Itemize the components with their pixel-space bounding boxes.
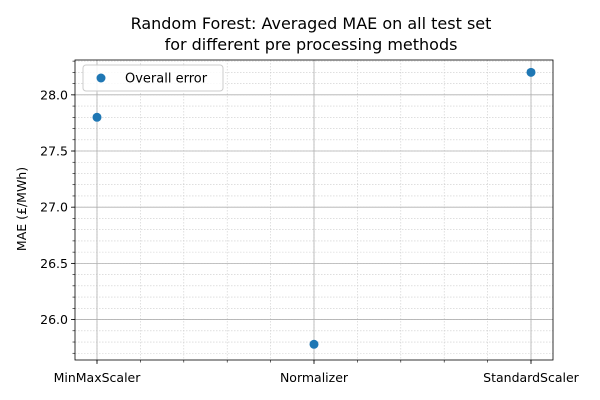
x-tick-label-normalizer: Normalizer: [280, 370, 349, 385]
data-point-normalizer: [309, 339, 319, 349]
data-point-standardscaler: [526, 67, 536, 77]
x-tick-label-standardscaler: StandardScaler: [483, 370, 579, 385]
y-tick-label: 27.5: [40, 144, 68, 159]
grid: [75, 60, 553, 360]
y-tick-label: 26.0: [40, 312, 68, 327]
y-axis-label: MAE (£/MWh): [14, 167, 29, 251]
legend: Overall error: [82, 64, 224, 92]
axis-ticks: 26.0 26.5 27.0 27.5 28.0 MinMaxScaler Normaliz…: [40, 60, 580, 385]
y-tick-label: 26.5: [40, 256, 68, 271]
chart-title-line-1: Random Forest: Averaged MAE on all test …: [131, 14, 492, 33]
scatter-points: [92, 67, 536, 349]
data-point-minmaxscaler: [92, 112, 102, 122]
legend-marker: [96, 73, 106, 83]
y-tick-label: 28.0: [40, 87, 68, 102]
legend-box: [82, 64, 224, 92]
chart-title-line-2: for different pre processing methods: [165, 35, 458, 54]
y-tick-label: 27.0: [40, 200, 68, 215]
legend-entry-overall-error: Overall error: [125, 72, 208, 87]
plot-frame: [74, 59, 554, 361]
x-tick-label-minmaxscaler: MinMaxScaler: [54, 370, 142, 385]
